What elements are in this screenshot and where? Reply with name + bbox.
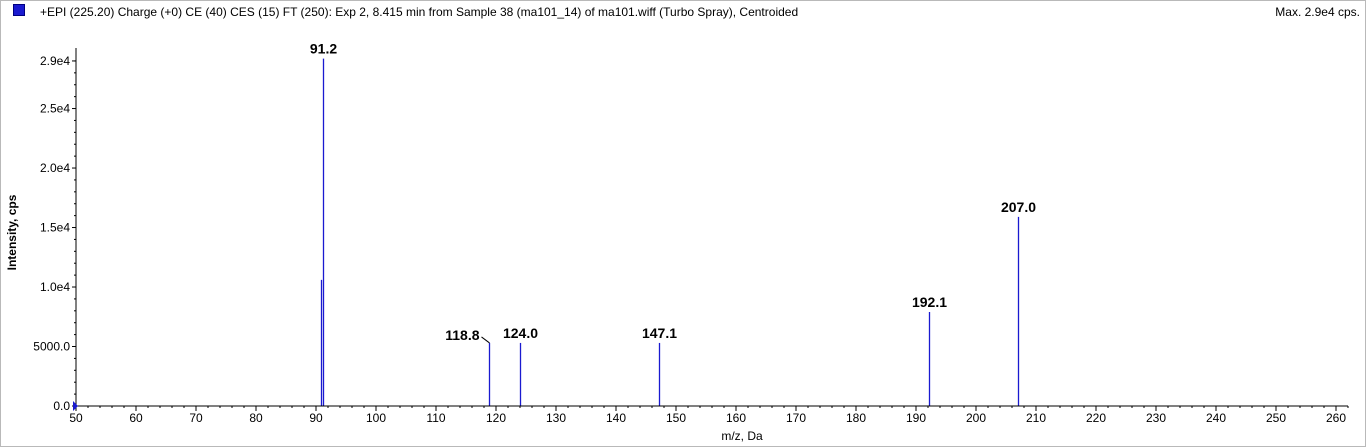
peak-labels: 91.2 118.8 124.0 147.1 192.1 207.0 xyxy=(310,41,1036,344)
x-tick-label: 60 xyxy=(129,411,143,425)
x-tick-label: 210 xyxy=(1026,411,1046,425)
peak-bars xyxy=(320,58,1020,406)
y-tick-label: 0.0 xyxy=(53,399,70,413)
x-axis-ticks: 50 60 70 80 90 100 110 120 130 140 150 160 170 180 190… xyxy=(69,406,1349,425)
y-axis-title: Intensity, cps xyxy=(5,194,19,270)
peak-label: 118.8 xyxy=(445,327,479,343)
y-tick-label: 1.0e4 xyxy=(40,280,70,294)
x-tick-label: 240 xyxy=(1206,411,1226,425)
peak-label: 192.1 xyxy=(912,294,947,310)
y-tick-label: 5000.0 xyxy=(33,340,70,354)
x-tick-label: 140 xyxy=(606,411,626,425)
x-tick-label: 90 xyxy=(309,411,323,425)
peak-label: 207.0 xyxy=(1001,199,1036,215)
x-tick-label: 130 xyxy=(546,411,566,425)
peak-label: 147.1 xyxy=(642,325,677,341)
x-tick-label: 120 xyxy=(486,411,506,425)
y-tick-label: 2.0e4 xyxy=(40,161,70,175)
x-tick-label: 110 xyxy=(426,411,445,425)
x-tick-label: 70 xyxy=(189,411,203,425)
y-axis-ticks: 0.0 5000.0 1.0e4 1.5e4 2.0e4 2.5e4 2.9e4 xyxy=(33,54,76,413)
x-tick-label: 250 xyxy=(1266,411,1286,425)
x-tick-label: 80 xyxy=(249,411,263,425)
x-tick-label: 190 xyxy=(906,411,926,425)
series-color-swatch[interactable] xyxy=(13,4,25,16)
y-tick-label: 2.9e4 xyxy=(40,54,70,68)
peak-label: 91.2 xyxy=(310,41,337,57)
x-tick-label: 150 xyxy=(666,411,686,425)
x-tick-label: 170 xyxy=(786,411,806,425)
origin-marker-icon[interactable] xyxy=(73,401,78,411)
x-tick-label: 180 xyxy=(846,411,866,425)
x-tick-label: 220 xyxy=(1086,411,1106,425)
spectrum-title: +EPI (225.20) Charge (+0) CE (40) CES (1… xyxy=(40,5,799,19)
max-intensity-label: Max. 2.9e4 cps. xyxy=(1275,5,1360,19)
x-tick-label: 260 xyxy=(1326,411,1346,425)
x-tick-label: 230 xyxy=(1146,411,1166,425)
x-tick-label: 200 xyxy=(966,411,986,425)
x-tick-label: 160 xyxy=(726,411,746,425)
peak-label-leader xyxy=(481,336,490,344)
y-tick-label: 2.5e4 xyxy=(40,102,70,116)
y-tick-label: 1.5e4 xyxy=(40,221,70,235)
x-tick-label: 100 xyxy=(366,411,386,425)
x-tick-label: 50 xyxy=(69,411,83,425)
peak-label: 124.0 xyxy=(503,325,538,341)
x-axis-title: m/z, Da xyxy=(721,429,763,443)
